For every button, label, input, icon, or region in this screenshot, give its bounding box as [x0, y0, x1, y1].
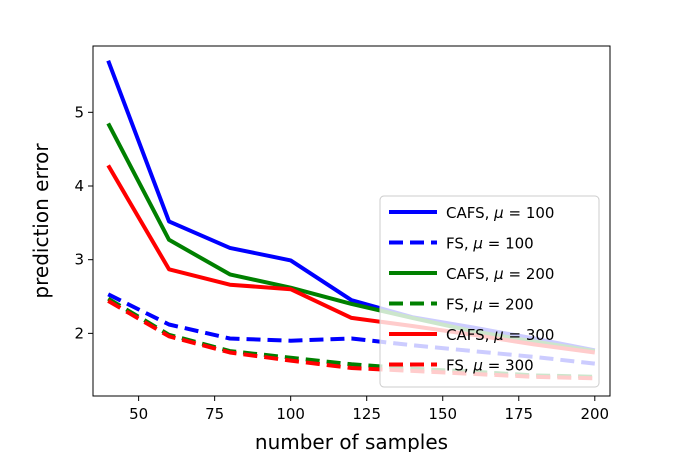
axis-ticks: 50 75 100 125 150 175 200 2 3 4 5 — [74, 103, 609, 423]
x-tick-label: 125 — [352, 405, 381, 423]
legend-entry: FS, μ = 300 — [446, 357, 534, 375]
y-tick-label: 3 — [74, 251, 84, 269]
legend-entry: FS, μ = 200 — [446, 296, 534, 314]
x-tick-label: 50 — [129, 405, 148, 423]
y-tick-label: 2 — [74, 324, 84, 342]
series-line-fs-300 — [107, 299, 595, 381]
y-tick-label: 5 — [74, 103, 84, 121]
x-tick-label: 100 — [276, 405, 305, 423]
y-tick-label: 4 — [74, 177, 84, 195]
x-tick-label: 75 — [205, 405, 224, 423]
x-tick-label: 200 — [580, 405, 609, 423]
series-line-fs-100 — [107, 292, 596, 366]
legend-entry: CAFS, μ = 100 — [446, 204, 554, 222]
legend-entry: CAFS, μ = 200 — [446, 265, 554, 283]
legend-entry: FS, μ = 100 — [446, 235, 534, 253]
y-axis-label: prediction error — [29, 143, 53, 299]
x-tick-label: 175 — [504, 405, 533, 423]
x-tick-label: 150 — [428, 405, 457, 423]
legend: CAFS, μ = 100 FS, μ = 100 CAFS, μ = 200 FS,… — [379, 195, 600, 388]
x-axis-label: number of samples — [255, 430, 448, 452]
axes-frame — [92, 45, 611, 397]
legend-entry: CAFS, μ = 300 — [446, 326, 554, 344]
